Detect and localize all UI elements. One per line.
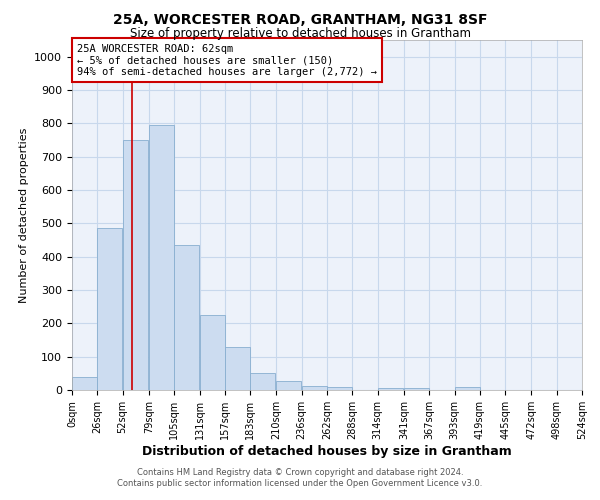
Bar [327,388,352,390]
Y-axis label: Number of detached properties: Number of detached properties [19,128,29,302]
Bar [149,125,174,390]
Bar [302,386,327,390]
Bar [277,380,301,390]
Bar [404,388,429,390]
Bar [122,140,148,390]
Bar [455,388,479,390]
Bar [250,372,275,390]
Bar [225,346,250,390]
Text: 25A, WORCESTER ROAD, GRANTHAM, NG31 8SF: 25A, WORCESTER ROAD, GRANTHAM, NG31 8SF [113,12,487,26]
Bar [72,376,97,390]
Bar [174,245,199,390]
Text: 25A WORCESTER ROAD: 62sqm
← 5% of detached houses are smaller (150)
94% of semi-: 25A WORCESTER ROAD: 62sqm ← 5% of detach… [77,44,377,76]
Bar [377,388,403,390]
X-axis label: Distribution of detached houses by size in Grantham: Distribution of detached houses by size … [142,444,512,458]
Bar [97,228,122,390]
Text: Size of property relative to detached houses in Grantham: Size of property relative to detached ho… [130,28,470,40]
Bar [199,315,224,390]
Text: Contains HM Land Registry data © Crown copyright and database right 2024.
Contai: Contains HM Land Registry data © Crown c… [118,468,482,487]
